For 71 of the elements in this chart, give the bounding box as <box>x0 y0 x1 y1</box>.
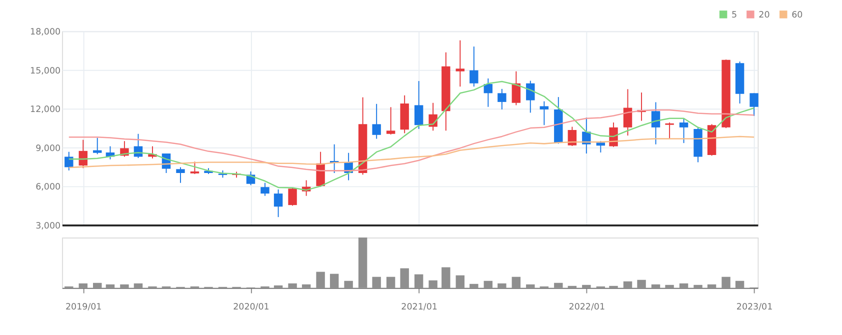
y-tick-label: 15,000 <box>30 66 61 76</box>
candlestick <box>665 122 674 140</box>
candlestick <box>414 80 424 130</box>
bar <box>386 276 396 288</box>
bar <box>470 284 478 288</box>
y-tick-label: 6,000 <box>36 182 61 193</box>
bar <box>498 283 506 288</box>
bar <box>302 284 311 288</box>
y-tick-label: 12,000 <box>30 105 61 116</box>
bar <box>442 267 450 288</box>
bar <box>722 276 730 288</box>
candlestick <box>274 188 283 218</box>
bar <box>637 280 646 288</box>
bar <box>330 274 339 288</box>
x-tick-label: 2019/01 <box>66 302 102 313</box>
bar <box>400 268 409 288</box>
candlestick <box>64 151 74 171</box>
candlestick <box>498 88 506 110</box>
bar <box>526 284 535 288</box>
legend-label: 5 <box>732 10 738 20</box>
candlestick <box>596 140 606 153</box>
candlestick <box>484 78 493 108</box>
bar <box>456 275 464 288</box>
candlestick <box>176 166 185 184</box>
candlestick <box>190 161 200 175</box>
candlestick <box>623 88 632 136</box>
x-tick-label: 2023/01 <box>736 302 773 313</box>
y-tick-label: 9,000 <box>36 144 61 154</box>
legend-label: 60 <box>792 10 803 20</box>
bar <box>120 284 129 288</box>
y-tick-label: 18,000 <box>30 28 61 38</box>
candlestick <box>470 46 478 88</box>
y-tick-label: 3,000 <box>36 221 61 232</box>
bar <box>623 281 632 288</box>
candlestick <box>78 139 88 169</box>
bar <box>372 276 381 288</box>
candlestick <box>456 40 464 88</box>
candlestick <box>526 80 535 114</box>
candlestick <box>540 100 549 126</box>
bar <box>694 284 702 288</box>
bar <box>735 280 744 288</box>
candlestick <box>679 118 688 144</box>
bar <box>428 280 438 288</box>
candlestick <box>93 137 102 155</box>
candlestick <box>288 187 297 206</box>
x-tick-label: 2021/01 <box>401 302 438 313</box>
bar <box>358 238 368 288</box>
bar <box>274 285 283 288</box>
candlestick <box>386 106 396 135</box>
candlestick <box>750 92 758 116</box>
bar <box>288 283 297 288</box>
legend-label: 20 <box>758 10 770 20</box>
bar <box>344 280 353 288</box>
candlestick <box>651 102 660 145</box>
bar <box>484 280 493 288</box>
x-tick-label: 2022/01 <box>568 302 606 313</box>
bar <box>679 283 688 288</box>
bar <box>665 284 674 288</box>
bar <box>93 282 102 288</box>
candlestick <box>512 70 521 106</box>
x-tick-label: 2020/01 <box>233 302 270 313</box>
bar <box>512 276 521 288</box>
candlestick <box>260 182 270 196</box>
bar <box>651 284 660 288</box>
candlestick <box>568 126 577 146</box>
bar <box>554 282 563 288</box>
bar <box>707 284 716 288</box>
bar <box>106 284 115 288</box>
bar <box>134 283 143 288</box>
candlestick <box>372 103 381 140</box>
bar <box>316 272 325 288</box>
